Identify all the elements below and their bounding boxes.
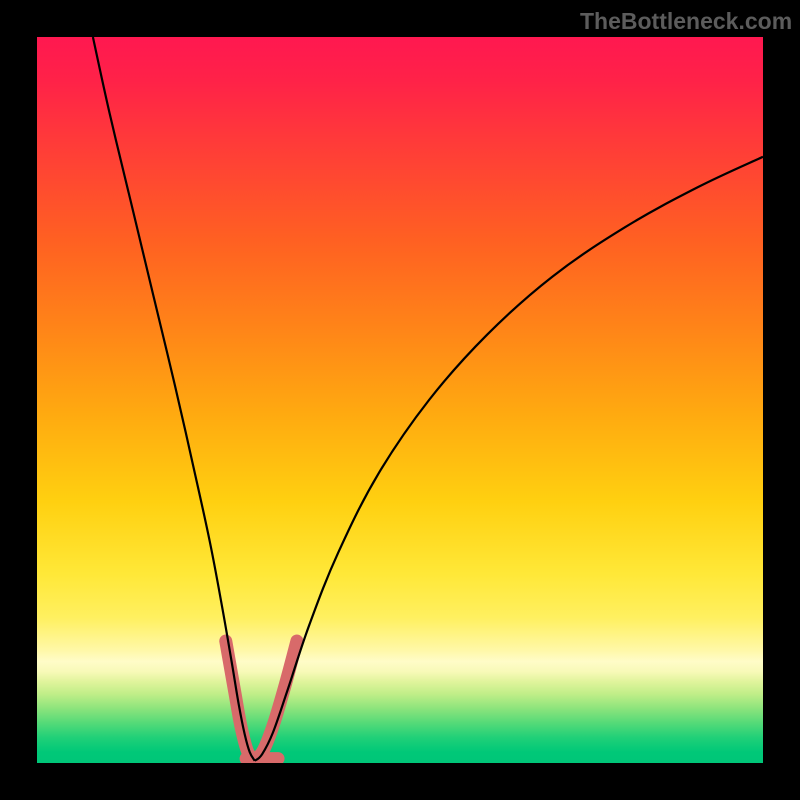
bottleneck-chart: TheBottleneck.com — [0, 0, 800, 800]
watermark-text: TheBottleneck.com — [580, 8, 792, 34]
plot-area — [37, 37, 763, 763]
